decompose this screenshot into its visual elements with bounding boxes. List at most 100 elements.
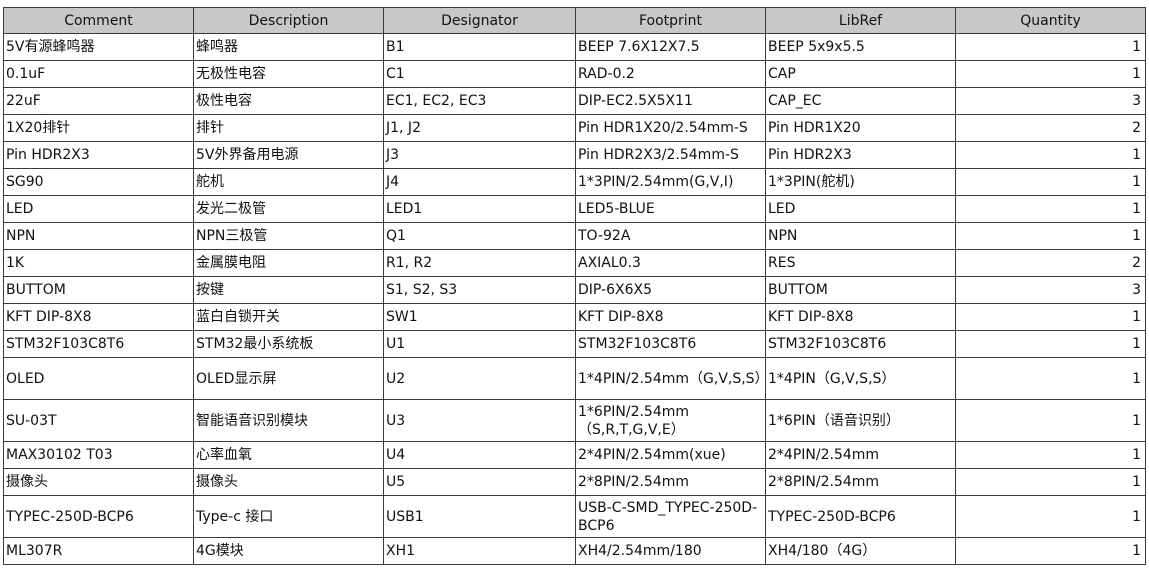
table-row: TYPEC-250D-BCP6 Type-c 接口 USB1 USB-C-SMD_TY…: [3, 495, 1146, 538]
cell-quantity: 1: [955, 222, 1146, 250]
cell-footprint: TO-92A: [575, 222, 766, 250]
cell-footprint: STM32F103C8T6: [575, 330, 766, 358]
cell-designator: U2: [383, 357, 576, 400]
cell-quantity: 1: [955, 303, 1146, 331]
cell-designator: USB1: [383, 495, 576, 538]
cell-comment: STM32F103C8T6: [3, 330, 194, 358]
cell-description: 无极性电容: [193, 60, 384, 88]
table-row: SG90 舵机 J4 1*3PIN/2.54mm(G,V,I) 1*3PIN(舵机) 1: [3, 168, 1146, 196]
table-row: 1X20排针 排针 J1, J2 Pin HDR1X20/2.54mm-S Pin HD…: [3, 114, 1146, 142]
cell-quantity: 1: [955, 468, 1146, 496]
cell-libref: XH4/180（4G）: [765, 537, 956, 565]
cell-description: STM32最小系统板: [193, 330, 384, 358]
cell-quantity: 1: [955, 141, 1146, 169]
cell-quantity: 1: [955, 330, 1146, 358]
table-row: 5V有源蜂鸣器 蜂鸣器 B1 BEEP 7.6X12X7.5 BEEP 5x9x5.5 1: [3, 33, 1146, 61]
cell-footprint: Pin HDR1X20/2.54mm-S: [575, 114, 766, 142]
cell-footprint: RAD-0.2: [575, 60, 766, 88]
cell-comment: 摄像头: [3, 468, 194, 496]
column-header-quantity: Quantity: [955, 7, 1146, 34]
header-row: Comment Description Designator Footprint Lib…: [3, 7, 1146, 34]
cell-libref: CAP: [765, 60, 956, 88]
cell-comment: 1K: [3, 249, 194, 277]
cell-comment: Pin HDR2X3: [3, 141, 194, 169]
cell-libref: 2*4PIN/2.54mm: [765, 441, 956, 469]
cell-quantity: 1: [955, 33, 1146, 61]
cell-footprint: 2*4PIN/2.54mm(xue): [575, 441, 766, 469]
cell-designator: SW1: [383, 303, 576, 331]
table-row: LED 发光二极管 LED1 LED5-BLUE LED 1: [3, 195, 1146, 223]
cell-quantity: 1: [955, 399, 1146, 442]
cell-comment: LED: [3, 195, 194, 223]
cell-libref: RES: [765, 249, 956, 277]
cell-quantity: 1: [955, 195, 1146, 223]
table-row: OLED OLED显示屏 U2 1*4PIN/2.54mm（G,V,S,S） 1*4PI…: [3, 357, 1146, 400]
cell-designator: Q1: [383, 222, 576, 250]
cell-footprint: 1*4PIN/2.54mm（G,V,S,S）: [575, 357, 766, 400]
cell-description: 极性电容: [193, 87, 384, 115]
cell-libref: BEEP 5x9x5.5: [765, 33, 956, 61]
cell-description: 蓝白自锁开关: [193, 303, 384, 331]
cell-quantity: 2: [955, 249, 1146, 277]
cell-comment: ML307R: [3, 537, 194, 565]
cell-footprint: DIP-EC2.5X5X11: [575, 87, 766, 115]
cell-footprint: XH4/2.54mm/180: [575, 537, 766, 565]
cell-description: 心率血氧: [193, 441, 384, 469]
cell-designator: U3: [383, 399, 576, 442]
cell-libref: BUTTOM: [765, 276, 956, 304]
table-row: MAX30102 T03 心率血氧 U4 2*4PIN/2.54mm(xue) 2*4P…: [3, 441, 1146, 469]
cell-footprint: LED5-BLUE: [575, 195, 766, 223]
cell-footprint: 1*6PIN/2.54mm（S,R,T,G,V,E）: [575, 399, 766, 442]
cell-designator: EC1, EC2, EC3: [383, 87, 576, 115]
cell-description: 摄像头: [193, 468, 384, 496]
table-row: NPN NPN三极管 Q1 TO-92A NPN 1: [3, 222, 1146, 250]
cell-description: OLED显示屏: [193, 357, 384, 400]
table-row: BUTTOM 按键 S1, S2, S3 DIP-6X6X5 BUTTOM 3: [3, 276, 1146, 304]
cell-quantity: 1: [955, 357, 1146, 400]
cell-description: 按键: [193, 276, 384, 304]
cell-comment: SU-03T: [3, 399, 194, 442]
column-header-footprint: Footprint: [575, 7, 766, 34]
cell-designator: S1, S2, S3: [383, 276, 576, 304]
cell-comment: SG90: [3, 168, 194, 196]
cell-designator: C1: [383, 60, 576, 88]
cell-comment: 1X20排针: [3, 114, 194, 142]
cell-libref: STM32F103C8T6: [765, 330, 956, 358]
cell-footprint: USB-C-SMD_TYPEC-250D-BCP6: [575, 495, 766, 538]
cell-footprint: DIP-6X6X5: [575, 276, 766, 304]
cell-designator: LED1: [383, 195, 576, 223]
cell-quantity: 1: [955, 537, 1146, 565]
cell-designator: J3: [383, 141, 576, 169]
cell-comment: 5V有源蜂鸣器: [3, 33, 194, 61]
table-row: 摄像头 摄像头 U5 2*8PIN/2.54mm 2*8PIN/2.54mm 1: [3, 468, 1146, 496]
cell-libref: Pin HDR1X20: [765, 114, 956, 142]
cell-libref: CAP_EC: [765, 87, 956, 115]
table-row: KFT DIP-8X8 蓝白自锁开关 SW1 KFT DIP-8X8 KFT DIP-8…: [3, 303, 1146, 331]
cell-comment: TYPEC-250D-BCP6: [3, 495, 194, 538]
cell-libref: Pin HDR2X3: [765, 141, 956, 169]
cell-designator: U4: [383, 441, 576, 469]
cell-quantity: 1: [955, 495, 1146, 538]
cell-comment: OLED: [3, 357, 194, 400]
cell-description: 5V外界备用电源: [193, 141, 384, 169]
cell-comment: MAX30102 T03: [3, 441, 194, 469]
cell-quantity: 1: [955, 60, 1146, 88]
cell-description: NPN三极管: [193, 222, 384, 250]
cell-comment: 0.1uF: [3, 60, 194, 88]
cell-libref: LED: [765, 195, 956, 223]
cell-libref: KFT DIP-8X8: [765, 303, 956, 331]
cell-libref: 1*3PIN(舵机): [765, 168, 956, 196]
cell-designator: J1, J2: [383, 114, 576, 142]
cell-description: 金属膜电阻: [193, 249, 384, 277]
table-row: ML307R 4G模块 XH1 XH4/2.54mm/180 XH4/180（4G） 1: [3, 537, 1146, 565]
table-row: 0.1uF 无极性电容 C1 RAD-0.2 CAP 1: [3, 60, 1146, 88]
column-header-designator: Designator: [383, 7, 576, 34]
cell-libref: NPN: [765, 222, 956, 250]
table-row: STM32F103C8T6 STM32最小系统板 U1 STM32F103C8T6 ST…: [3, 330, 1146, 358]
cell-description: 舵机: [193, 168, 384, 196]
cell-libref: 2*8PIN/2.54mm: [765, 468, 956, 496]
table-row: 22uF 极性电容 EC1, EC2, EC3 DIP-EC2.5X5X11 CAP_E…: [3, 87, 1146, 115]
cell-libref: 1*4PIN（G,V,S,S）: [765, 357, 956, 400]
cell-description: 智能语音识别模块: [193, 399, 384, 442]
cell-description: 发光二极管: [193, 195, 384, 223]
